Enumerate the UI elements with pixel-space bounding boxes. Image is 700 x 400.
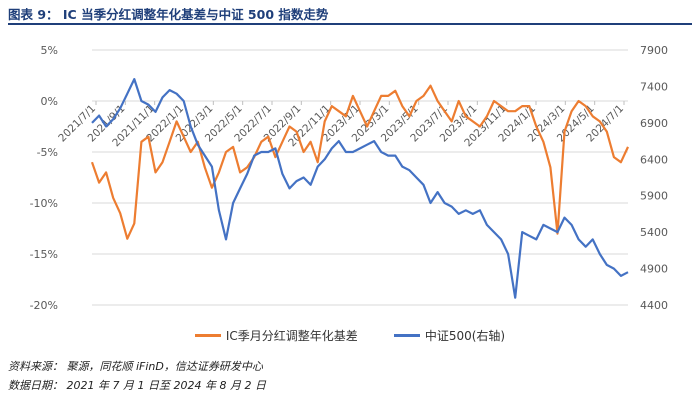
left-tick-label: -15%: [30, 248, 58, 261]
right-tick-label: 7400: [640, 80, 668, 93]
left-tick-label: -10%: [30, 197, 58, 210]
right-tick-label: 4400: [640, 299, 668, 312]
legend-label-csi500: 中证500(右轴): [424, 329, 506, 343]
legend-swatch-csi500: [393, 334, 420, 337]
left-tick-label: 5%: [41, 44, 58, 57]
right-tick-label: 5900: [640, 190, 668, 203]
right-tick-label: 6900: [640, 117, 668, 130]
left-tick-label: -20%: [30, 299, 58, 312]
date-note: 数据日期： 2021 年 7 月 1 日至 2024 年 8 月 2 日: [8, 379, 266, 392]
series-line-csi500: [91, 77, 629, 299]
series-line-basis: [90, 84, 629, 240]
left-axis: 5% 0% -5% -10% -15% -20%: [30, 44, 58, 312]
right-tick-label: 7900: [640, 44, 668, 57]
source-note: 资料来源： 聚源，同花顺 iFinD，信达证券研发中心: [8, 360, 263, 373]
left-tick-label: -5%: [37, 146, 58, 159]
legend-swatch-basis: [194, 334, 221, 337]
legend-item-csi500[interactable]: 中证500(右轴): [393, 327, 506, 344]
left-tick-label: 0%: [41, 95, 58, 108]
right-tick-label: 6400: [640, 153, 668, 166]
series-lines: [90, 77, 629, 299]
gridlines: [92, 49, 628, 306]
legend: IC季月分红调整年化基差 中证500(右轴): [0, 327, 700, 344]
legend-label-basis: IC季月分红调整年化基差: [225, 329, 358, 343]
right-tick-label: 5400: [640, 226, 668, 239]
figure-title: 图表 9： IC 当季分红调整年化基差与中证 500 指数走势: [8, 7, 329, 22]
title-rule: [8, 23, 692, 25]
right-axis: 7900 7400 6900 6400 5900 5400 4900 4400: [640, 44, 668, 312]
right-tick-label: 4900: [640, 263, 668, 276]
chart-area: 5% 0% -5% -10% -15% -20% 7900 7400 6900 6400 5900…: [30, 44, 668, 312]
legend-item-basis[interactable]: IC季月分红调整年化基差: [194, 327, 358, 344]
